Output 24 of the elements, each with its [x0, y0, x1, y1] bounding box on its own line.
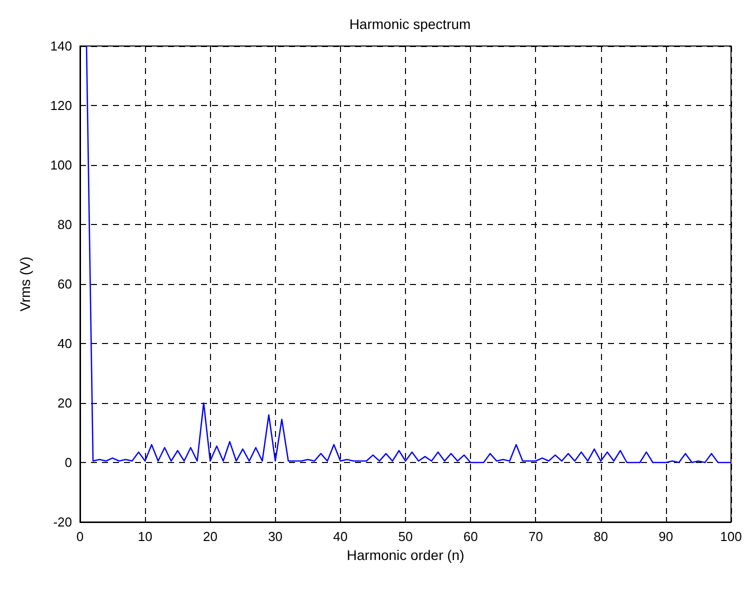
x-tick-label: 60 [463, 529, 478, 544]
y-tick-label: 80 [58, 217, 72, 232]
y-tick-label: 0 [64, 455, 72, 470]
line-series [86, 45, 732, 464]
x-tick-label: 40 [333, 529, 348, 544]
y-tick-label: 120 [50, 98, 72, 113]
x-tick-label: 30 [268, 529, 283, 544]
y-axis-title: Vrms (V) [17, 256, 33, 312]
x-tick-label: 80 [594, 529, 608, 544]
y-tick-label: -20 [53, 514, 72, 530]
x-tick-label: 20 [202, 529, 218, 544]
y-tick-label: 40 [58, 336, 72, 351]
y-tick-label: 140 [50, 38, 72, 54]
chart-title: Harmonic spectrum [349, 16, 471, 32]
x-axis-title: Harmonic order (n) [346, 547, 464, 563]
x-tick-label: 90 [658, 529, 674, 544]
x-tick-label: 100 [720, 529, 742, 544]
y-tick-label: 100 [50, 158, 72, 172]
x-tick-label: 50 [398, 529, 413, 544]
y-tick-label: 20 [58, 396, 72, 410]
x-tick-label: 0 [76, 529, 84, 544]
x-tick-label: 70 [528, 529, 543, 544]
y-tick-label: 60 [58, 276, 72, 292]
x-tick-label: 10 [138, 529, 152, 544]
